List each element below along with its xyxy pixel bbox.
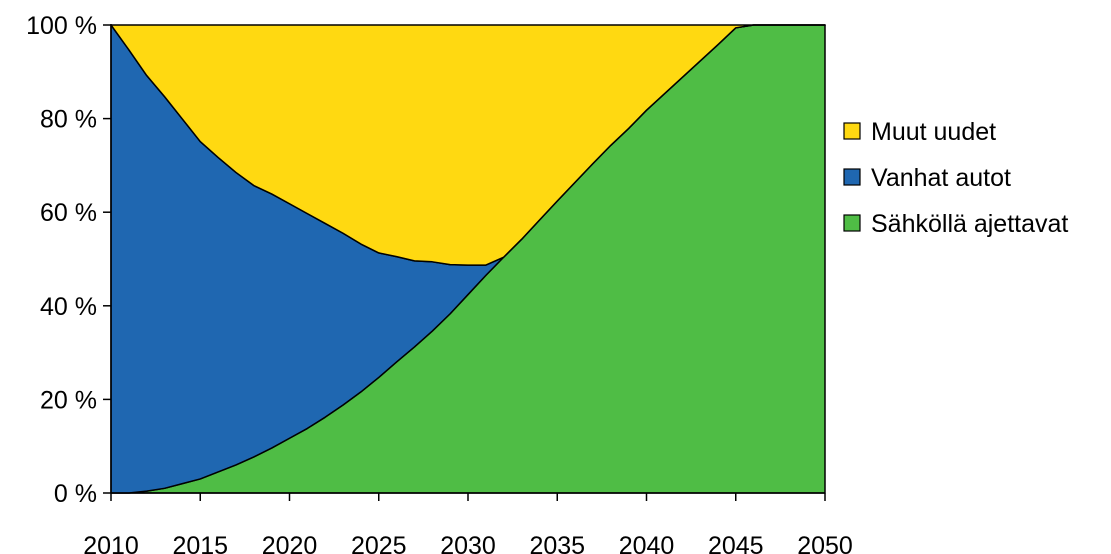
y-tick-label: 0 % (54, 480, 97, 508)
x-tick-label: 2025 (351, 532, 407, 554)
axes: 0 % 20 % 40 % 60 % 80 % 100 % 2010 2015 2020 2025… (26, 12, 853, 554)
x-tick-label: 2035 (529, 532, 585, 554)
y-tick-label: 20 % (40, 386, 97, 414)
x-tick-label: 2045 (708, 532, 764, 554)
y-tick-label: 100 % (26, 12, 97, 40)
legend-item-muut-uudet: Muut uudet (843, 118, 996, 146)
legend-item-sahkolla-ajettavat: Sähköllä ajettavat (843, 210, 1068, 238)
x-tick-label: 2040 (619, 532, 675, 554)
legend-swatch (843, 214, 861, 232)
area-layers (110, 24, 826, 494)
legend: Muut uudet Vanhat autot Sähköllä ajettavat (843, 118, 1068, 238)
y-tick-label: 80 % (40, 106, 97, 134)
legend-label: Sähköllä ajettavat (871, 210, 1068, 238)
y-tick-label: 40 % (40, 293, 97, 321)
legend-item-vanhat-autot: Vanhat autot (843, 164, 1011, 192)
legend-label: Muut uudet (871, 118, 996, 146)
y-tick-label: 60 % (40, 199, 97, 227)
x-tick-label: 2030 (440, 532, 496, 554)
x-tick-label: 2015 (172, 532, 228, 554)
legend-swatch (843, 168, 861, 186)
legend-label: Vanhat autot (871, 164, 1011, 192)
legend-swatch (843, 122, 861, 140)
x-tick-label: 2020 (262, 532, 318, 554)
x-tick-label: 2050 (797, 532, 853, 554)
x-tick-label: 2010 (83, 532, 139, 554)
area-muut-uudet (110, 24, 826, 266)
